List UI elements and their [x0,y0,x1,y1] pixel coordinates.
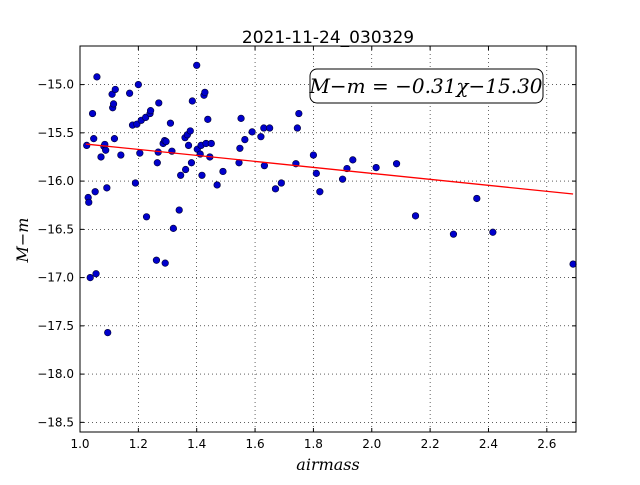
data-point [449,230,458,238]
data-point [97,153,105,161]
data-point [83,141,91,149]
y-tick-label: −16.0 [37,174,74,188]
x-tick-label: 2.2 [421,437,440,451]
x-tick-label: 1.2 [129,437,148,451]
data-point [110,135,119,143]
data-point [309,151,318,159]
data-point [201,88,209,96]
data-point [248,128,256,136]
chart-title: 2021-11-24_030329 [242,28,414,48]
data-point [392,160,401,168]
data-point [102,146,110,154]
fit-line [85,143,574,195]
x-tick-label: 2.0 [362,437,381,451]
data-point [193,61,201,69]
data-point [295,109,303,118]
y-tick-label: −15.5 [37,126,74,140]
axis-ticks [79,46,576,432]
data-point [88,109,97,118]
y-tick-label: −17.5 [37,319,74,333]
data-point [104,329,112,337]
data-point [177,171,185,179]
data-point [184,141,193,149]
data-point [312,169,320,177]
data-point [411,212,420,220]
data-point [136,149,144,157]
data-point [266,124,274,132]
y-tick-label: −18.0 [37,367,74,381]
x-tick-label: 1.8 [304,437,323,451]
data-point [117,151,125,159]
grid-lines [80,46,576,432]
data-point [186,127,194,135]
data-point [152,256,161,264]
data-point [92,270,100,278]
data-point [316,188,324,196]
y-tick-label: −18.5 [37,415,74,429]
data-point [155,99,163,107]
equation-annotation: M−m = −0.31χ−15.30 [308,74,542,98]
data-point [85,198,93,206]
data-point [219,167,227,176]
data-point [134,80,142,89]
data-point [93,73,101,81]
data-point [237,114,245,122]
data-point [349,156,357,164]
data-point [162,137,170,146]
data-point [131,179,140,187]
data-point [166,119,175,127]
data-point [241,136,249,144]
y-axis-label: M−m [13,218,32,264]
equation-box [309,68,544,104]
fit-line-group [85,143,574,195]
data-points [83,61,577,337]
x-tick-label: 2.4 [479,437,498,451]
data-point [271,185,280,193]
data-point [198,171,206,179]
data-point [277,179,285,187]
data-point [111,85,119,94]
data-point [109,100,118,108]
data-point [187,159,196,167]
data-point [91,188,99,196]
data-point [169,224,177,232]
plot-frame [79,45,577,433]
x-tick-labels: 1.0 1.2 1.4 1.6 1.8 2.0 2.2 2.4 2.6 [70,437,556,451]
data-point [204,115,212,123]
data-point [147,107,155,115]
data-point [103,184,111,192]
data-point [175,206,183,214]
data-point [182,165,190,174]
data-point [86,274,94,282]
data-point [153,159,161,167]
data-point [257,133,265,141]
data-point [213,181,221,189]
data-point [188,97,196,105]
x-tick-label: 1.6 [246,437,265,451]
x-tick-label: 2.6 [537,437,556,451]
data-point [142,213,151,221]
y-tick-label: −16.5 [37,222,74,236]
data-point [338,175,347,183]
data-point [90,135,98,143]
data-point [126,89,134,97]
data-point [473,194,481,203]
data-point [372,163,380,172]
x-tick-label: 1.4 [187,437,206,451]
data-point [293,124,301,132]
x-tick-label: 1.0 [70,437,89,451]
data-point [569,260,577,268]
data-point [161,259,169,267]
x-axis-label: airmass [296,455,359,474]
plot-area [80,46,576,432]
data-point [260,162,268,170]
y-tick-labels: −15.0 −15.5 −16.0 −16.5 −17.0 −17.5 −18.0 −18.5 [37,78,74,430]
y-tick-label: −17.0 [37,271,74,285]
y-tick-label: −15.0 [37,78,74,92]
data-point [207,139,215,148]
data-point [489,228,497,236]
data-point [236,144,244,152]
